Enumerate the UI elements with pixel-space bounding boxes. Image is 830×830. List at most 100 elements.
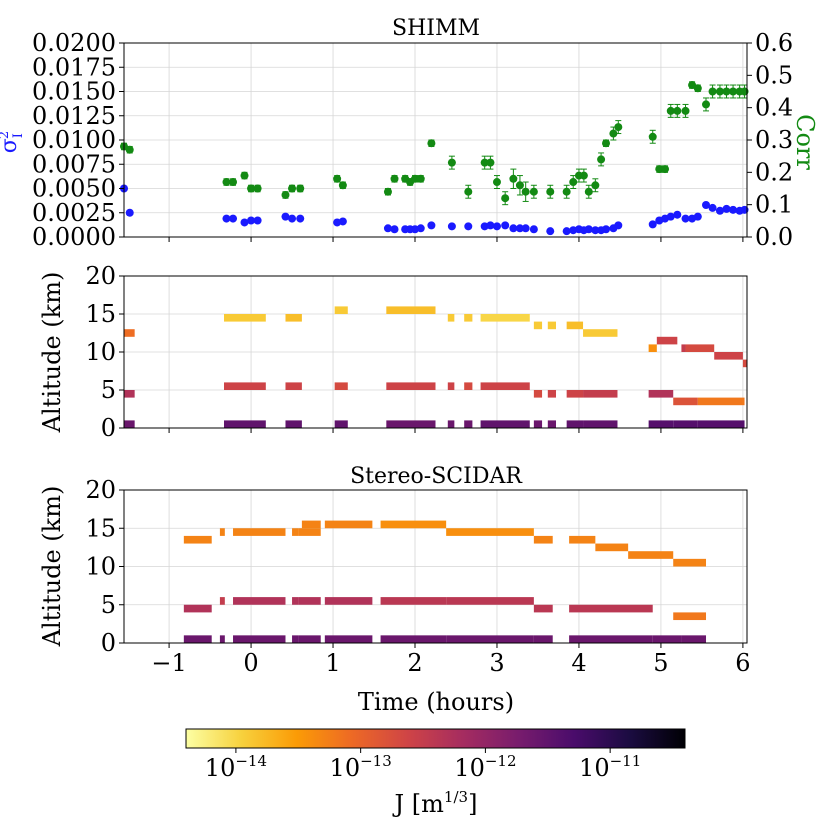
scidar-cell [301, 520, 321, 529]
corr-point [338, 181, 347, 190]
corr-point [648, 132, 657, 141]
scintillation-point [247, 216, 256, 225]
shimm-profile-cell [224, 314, 266, 322]
scidar-x-tick-label: −1 [151, 649, 186, 677]
shimm-profile-cell [464, 382, 473, 390]
scidar-ylabel: Altitude (km) [38, 486, 66, 648]
corr-point [427, 139, 436, 148]
corr-point [247, 184, 256, 193]
scidar-cell [569, 535, 596, 544]
shimm-title: SHIMM [392, 16, 480, 41]
scidar-ticks: −1 0 1 2 3 4 5 6 0 5 10 15 20 [85, 476, 750, 677]
scidar-y-tick-label: 0 [101, 629, 116, 657]
corr-point [333, 174, 342, 183]
colorbar-tick-label: 10−11 [579, 752, 641, 782]
scintillation-point [296, 214, 305, 223]
scintillation-point [591, 226, 600, 235]
scidar-cell [233, 528, 286, 536]
scidar-cell [324, 597, 373, 605]
corr-point [229, 178, 238, 187]
shimm-corr-series [120, 81, 749, 206]
shimm-profile-ylabel: Altitude (km) [38, 272, 66, 434]
scintillation-point [464, 222, 473, 231]
shimm-profile-cell [648, 420, 674, 428]
shimm-left-ylabel-sub: I [11, 133, 26, 138]
scidar-cell [292, 597, 299, 605]
scintillation-point [666, 212, 675, 221]
shimm-right-y-tick-label: 0.6 [755, 29, 793, 57]
shimm-profile-cell [124, 390, 135, 398]
scidar-cell [324, 520, 373, 529]
scintillation-point [702, 200, 711, 209]
scintillation-point [729, 205, 738, 214]
shimm-profile-cell [464, 314, 473, 322]
scintillation-point [529, 225, 538, 234]
scidar-y-tick-label: 20 [85, 476, 116, 504]
shimm-right-y-tick-label: 0.1 [755, 191, 793, 219]
corr-point [416, 174, 425, 183]
shimm-profile-cell [285, 314, 302, 322]
shimm-profile-cell [334, 420, 348, 428]
scidar-cell [324, 635, 373, 643]
shimm-profile-cell [583, 390, 618, 398]
shimm-profile-cell [648, 390, 674, 398]
shimm-profile-cell [697, 397, 745, 406]
shimm-profile-cell [447, 420, 455, 428]
corr-point [253, 184, 262, 193]
corr-point [492, 178, 501, 187]
shimm-left-y-tick-label: 0.0125 [32, 102, 116, 130]
corr-point [729, 87, 738, 96]
corr-point [569, 178, 578, 187]
scidar-x-tick-label: 2 [407, 649, 422, 677]
corr-point [281, 190, 290, 199]
scidar-panel: −1 0 1 2 3 4 5 6 0 5 10 15 20 Stereo-SCIDAR Altitude… [38, 464, 751, 716]
shimm-profile-cell [681, 344, 686, 352]
corr-point [681, 106, 690, 115]
corr-point [609, 129, 618, 138]
shimm-profile-cell [673, 420, 698, 428]
shimm-profile-cell [583, 420, 618, 428]
corr-point [240, 171, 249, 180]
scidar-cell [292, 528, 299, 536]
scidar-cell [233, 635, 286, 643]
scintillation-point [501, 221, 510, 230]
corr-point [708, 87, 717, 96]
corr-point [602, 139, 611, 148]
corr-point [383, 187, 392, 196]
shimm-profile-cell [714, 352, 743, 360]
scidar-cell [219, 597, 225, 605]
scintillation-point [681, 214, 690, 223]
scidar-cell [681, 635, 707, 643]
scidar-x-tick-label: 1 [325, 649, 340, 677]
shimm-profile-cell [656, 336, 678, 345]
corr-point [501, 194, 510, 203]
shimm-left-y-tick-label: 0.0050 [32, 175, 116, 203]
scintillation-point [515, 224, 524, 233]
shimm-right-y-tick-label: 0.3 [755, 126, 793, 154]
scidar-cell [292, 635, 299, 643]
corr-point [486, 158, 495, 167]
shimm-profile-y-tick-label: 20 [85, 262, 116, 290]
scintillation-point [521, 224, 530, 233]
shimm-profile-cell [533, 420, 543, 428]
scintillation-point [281, 212, 290, 221]
scidar-cell [595, 543, 629, 552]
scintillation-point [486, 221, 495, 230]
shimm-profile-cell [464, 420, 473, 428]
shimm-profile-cell [447, 382, 455, 390]
scidar-title: Stereo-SCIDAR [350, 464, 523, 489]
scintillation-point [416, 224, 425, 233]
scidar-cell [446, 635, 534, 643]
corr-point [509, 174, 518, 183]
scintillation-point [338, 217, 347, 226]
scidar-grid [124, 489, 747, 644]
shimm-left-y-tick-label: 0.0200 [32, 29, 116, 57]
shimm-profile-cell [480, 314, 530, 322]
scintillation-point [602, 225, 611, 234]
corr-point [597, 155, 606, 164]
shimm-profile-cell [224, 382, 266, 390]
scidar-cell [219, 528, 225, 536]
corr-point [715, 87, 724, 96]
scidar-cell [569, 604, 653, 613]
